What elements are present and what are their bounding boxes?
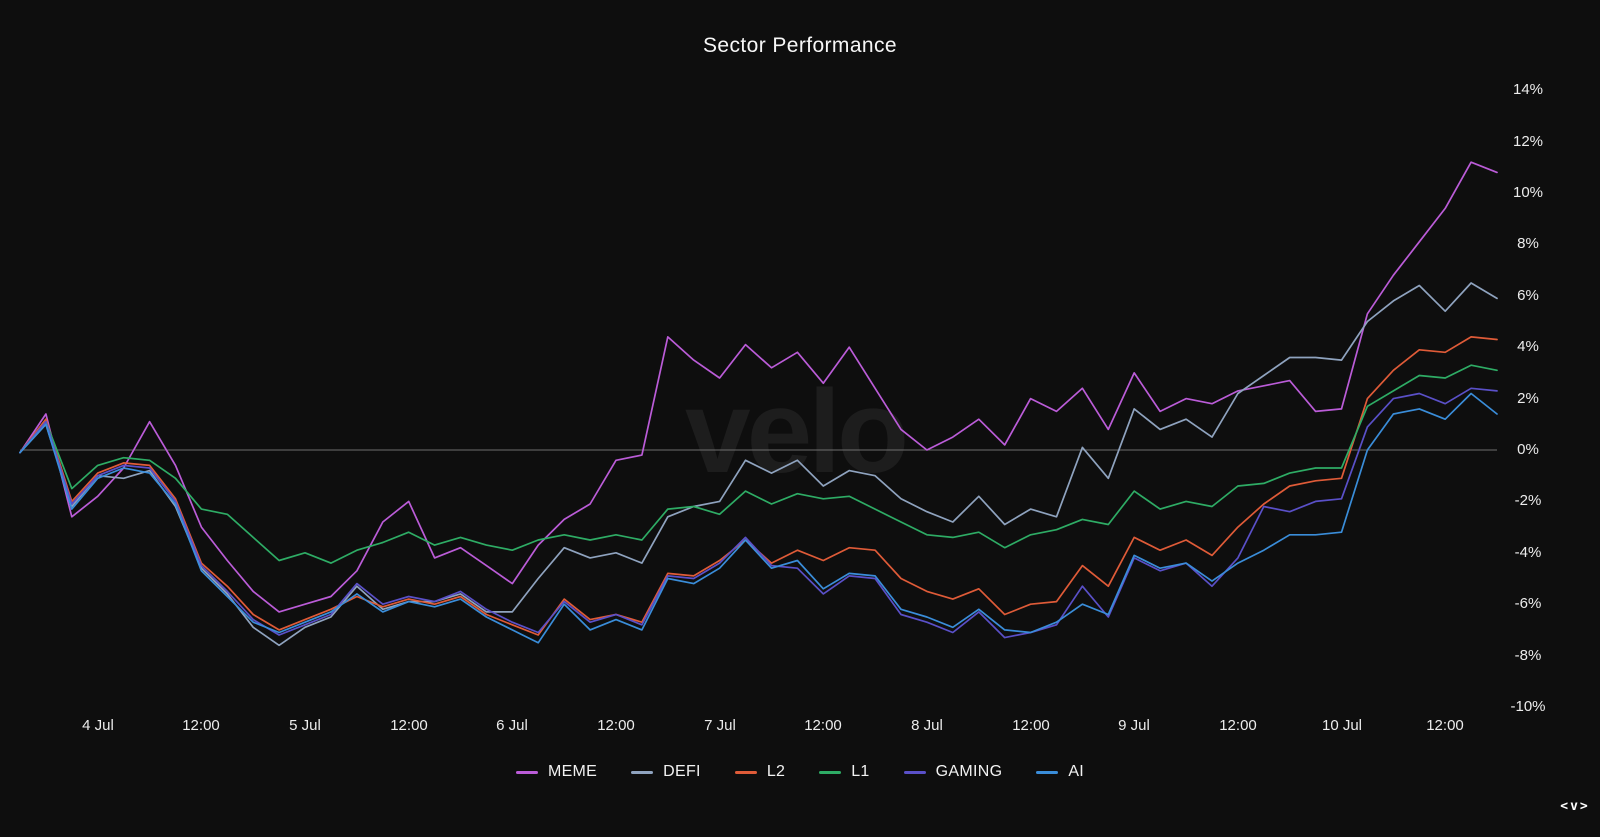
y-axis-label: 0% (1517, 441, 1539, 458)
x-axis-label: 12:00 (1012, 717, 1050, 734)
chart-legend: MEME DEFI L2 L1 GAMING AI (0, 763, 1600, 781)
y-axis-label: 4% (1517, 338, 1539, 356)
series-line-l1 (19, 364, 1498, 564)
legend-item-l1[interactable]: L1 (819, 763, 869, 781)
series-line-meme (19, 161, 1498, 613)
y-axis-label: -2% (1514, 492, 1542, 510)
y-axis-label: -10% (1510, 698, 1546, 715)
y-axis-label: 6% (1517, 286, 1539, 304)
x-axis-label: 12:00 (390, 717, 428, 734)
legend-label: AI (1068, 763, 1085, 780)
legend-item-l2[interactable]: L2 (734, 763, 786, 781)
legend-swatch (1036, 770, 1059, 774)
y-axis-label: -4% (1514, 543, 1542, 561)
y-axis-label: 2% (1517, 389, 1539, 407)
legend-label: GAMING (935, 763, 1003, 780)
x-axis-label: 12:00 (804, 717, 842, 734)
y-axis-label: -8% (1514, 646, 1542, 664)
legend-swatch (515, 770, 538, 774)
legend-item-meme[interactable]: MEME (515, 763, 598, 781)
velo-logo-mark: <v> (1560, 799, 1590, 814)
velo-watermark: velo (684, 366, 909, 498)
legend-label: DEFI (663, 763, 701, 780)
y-axis-label: -6% (1514, 595, 1542, 613)
legend-label: L2 (766, 763, 786, 780)
legend-swatch (631, 770, 654, 774)
legend-label: L1 (851, 763, 870, 780)
x-axis-label: 12:00 (1219, 717, 1257, 734)
x-axis-label: 12:00 (182, 717, 220, 734)
series-line-l2 (19, 336, 1498, 636)
y-axis-label: 8% (1517, 235, 1539, 253)
legend-item-ai[interactable]: AI (1036, 763, 1084, 781)
y-axis-label: 10% (1512, 184, 1544, 201)
x-axis-label: 12:00 (1426, 717, 1464, 734)
series-line-defi (19, 282, 1498, 647)
legend-item-defi[interactable]: DEFI (631, 763, 701, 781)
series-line-gaming (19, 387, 1498, 639)
x-axis-label: 8 Jul (911, 717, 943, 734)
legend-swatch (734, 770, 757, 774)
x-axis-label: 10 Jul (1321, 717, 1363, 734)
legend-swatch (903, 770, 926, 774)
y-axis-label: 12% (1512, 132, 1544, 150)
legend-swatch (819, 770, 842, 774)
x-axis-label: 5 Jul (289, 717, 321, 734)
y-axis-label: 14% (1512, 81, 1544, 99)
x-axis-label: 7 Jul (704, 717, 736, 734)
legend-label: MEME (547, 763, 598, 780)
x-axis-label: 6 Jul (496, 717, 528, 734)
legend-item-gaming[interactable]: GAMING (903, 763, 1003, 781)
x-axis-label: 12:00 (597, 717, 635, 734)
x-axis-label: 4 Jul (82, 717, 114, 734)
chart-title: Sector Performance (703, 34, 897, 57)
series-line-ai (19, 392, 1498, 644)
x-axis-label: 9 Jul (1118, 717, 1150, 734)
